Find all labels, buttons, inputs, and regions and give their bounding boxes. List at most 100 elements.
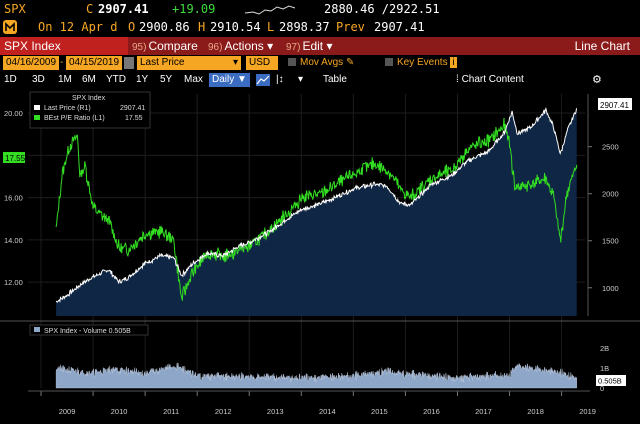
last-price: 2907.41 [98, 2, 149, 16]
volume-legend-label: SPX Index - Volume 0.505B [44, 328, 131, 335]
legend-pe-swatch [34, 115, 40, 120]
line-chart-icon[interactable] [256, 74, 270, 86]
low-value: 2898.37 [279, 20, 330, 34]
volume-area [55, 362, 577, 389]
grid-icon: ⁞ [456, 74, 459, 85]
legend-title: SPX Index [72, 95, 106, 102]
price-line [55, 107, 577, 303]
edit-menu[interactable]: 97) Edit ▾ [286, 37, 333, 55]
price-tag-label: 2907.41 [600, 101, 629, 110]
mov-avgs-label: Mov Avgs [300, 57, 344, 68]
left-tick-label: 12.00 [4, 278, 23, 287]
gear-icon[interactable]: ⚙ [592, 74, 602, 86]
currency-select[interactable]: USD ▾ [246, 56, 278, 82]
period-1m[interactable]: 1M [58, 74, 72, 85]
compare-number: 95) [132, 42, 147, 53]
period-max[interactable]: Max [184, 74, 203, 85]
x-tick-label: 2013 [267, 407, 284, 416]
day-range: 2880.46 /2922.51 [324, 2, 440, 16]
x-tick-label: 2019 [579, 407, 596, 416]
edit-label: Edit ▾ [302, 39, 333, 53]
right-tick-label: 1000 [602, 284, 619, 293]
period-ytd[interactable]: YTD [106, 74, 126, 85]
checkbox-icon [288, 58, 296, 67]
x-tick-label: 2014 [319, 407, 336, 416]
x-tick-label: 2010 [111, 407, 128, 416]
quote-header: SPX C 2907.41 +19.09 2880.46 /2922.51 [0, 0, 640, 18]
period-1d[interactable]: 1D [4, 74, 17, 85]
left-tick-label: 20.00 [4, 109, 23, 118]
x-tick-label: 2017 [475, 407, 492, 416]
frequency-select[interactable]: Daily ▼ [209, 73, 250, 87]
x-tick-label: 2015 [371, 407, 388, 416]
table-button[interactable]: Table [323, 74, 347, 85]
volume-tag-label: 0.505B [598, 377, 622, 386]
period-6m[interactable]: 6M [82, 74, 96, 85]
x-axis-ticks: 2009 2010 2011 2012 2013 2014 2015 2016 2017 2018… [28, 390, 596, 416]
start-date-field[interactable]: 04/16/2009 [3, 56, 59, 70]
pe-ratio-line [55, 117, 578, 301]
right-axis-ticks: 2500 2000 1500 1000 [587, 94, 619, 316]
end-date-field[interactable]: 04/15/2019 [66, 56, 122, 70]
price-area-fill [56, 108, 577, 317]
checkbox-icon [385, 58, 393, 67]
date-separator: - [60, 57, 64, 68]
period-3d[interactable]: 3D [32, 74, 45, 85]
bar-style-icon[interactable]: |↕ [276, 74, 284, 85]
volume-tag: 0.505B [596, 375, 626, 386]
security-name: SPX Index [4, 39, 61, 53]
close-flag: C [86, 2, 94, 16]
trade-date: On 12 Apr d [38, 20, 118, 34]
x-tick-label: 2012 [215, 407, 232, 416]
period-5y[interactable]: 5Y [160, 74, 173, 85]
legend-pe-value: 17.55 [125, 115, 143, 122]
chevron-down-icon: ▾ [232, 57, 238, 68]
pe-tag-label: 17.55 [5, 154, 26, 163]
actions-label: Actions ▾ [224, 39, 274, 53]
price-tag: 2907.41 [598, 98, 632, 110]
chevron-down-icon[interactable]: ▾ [298, 74, 304, 85]
actions-menu[interactable]: 96) Actions ▾ [208, 37, 273, 55]
compare-label: Compare [148, 39, 198, 53]
price-change: +19.09 [172, 2, 216, 16]
settings-bar: 04/16/2009 - 04/15/2019 Last Price ▾ USD ▾… [0, 55, 640, 82]
period-1y[interactable]: 1Y [136, 74, 149, 85]
pencil-icon: ✎ [345, 57, 355, 68]
legend-price-label: Last Price (R1) [44, 105, 91, 112]
security-tab[interactable]: SPX Index [0, 37, 128, 55]
right-tick-label: 2500 [602, 143, 619, 152]
chevron-down-icon: ▾ [269, 71, 275, 82]
ticker-symbol[interactable]: SPX [4, 2, 26, 16]
compare-button[interactable]: 95) Compare [132, 37, 198, 55]
x-tick-label: 2009 [59, 407, 76, 416]
key-events-toggle[interactable]: Key Events i [385, 56, 457, 70]
volume-tick-label: 2B [600, 344, 609, 353]
ohlc-line: On 12 Apr d O 2900.86 H 2910.54 L 2898.3… [0, 18, 640, 36]
legend-price-swatch [34, 105, 40, 110]
right-tick-label: 1500 [602, 237, 619, 246]
bloomberg-logo-icon [3, 20, 17, 34]
volume-swatch [34, 327, 40, 332]
function-toolbar: SPX Index 95) Compare 96) Actions ▾ 97) Edi… [0, 37, 640, 55]
chart-content-button[interactable]: ⁞ Chart Content [456, 73, 524, 87]
volume-legend: SPX Index - Volume 0.505B [29, 324, 149, 336]
x-tick-label: 2016 [423, 407, 440, 416]
key-events-label: Key Events [397, 57, 448, 68]
mov-avgs-toggle[interactable]: Mov Avgs ✎ [288, 56, 354, 70]
info-icon: i [450, 57, 457, 68]
calendar-icon[interactable] [124, 57, 134, 69]
edit-number: 97) [286, 42, 301, 53]
low-label: L [267, 20, 275, 34]
volume-axis-ticks: 2B 1B 0 [600, 344, 609, 393]
x-tick-label: 2011 [163, 407, 179, 416]
open-value: 2900.86 [139, 20, 190, 34]
price-field-select[interactable]: Last Price ▾ [137, 56, 241, 70]
open-label: O [128, 20, 136, 34]
high-value: 2910.54 [210, 20, 261, 34]
left-tick-label: 14.00 [4, 236, 23, 245]
actions-number: 96) [208, 42, 223, 53]
view-title: Line Chart [574, 39, 630, 53]
price-field-value: Last Price [140, 57, 185, 68]
sparkline-icon [245, 5, 295, 15]
